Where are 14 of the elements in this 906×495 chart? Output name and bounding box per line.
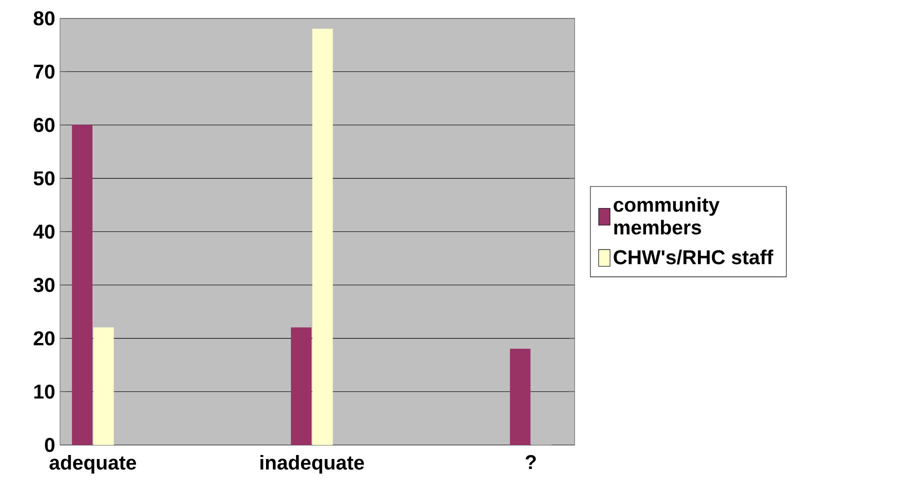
y-tick-label: 60 [34, 118, 54, 132]
x-tick-label: ? [526, 455, 536, 469]
y-tick-label: 30 [34, 278, 54, 292]
y-tick-label: 0 [44, 438, 54, 452]
y-tick-label: 80 [34, 11, 54, 26]
x-tick-label: adequate [50, 455, 136, 474]
y-tick-label: 70 [34, 64, 54, 79]
y-tick-label: 10 [34, 384, 54, 399]
y-tick-label: 40 [33, 224, 54, 239]
y-tick-label: 50 [34, 171, 54, 186]
legend-label: CHW's/RHC staff [614, 250, 774, 265]
y-tick-label: 20 [34, 331, 54, 346]
x-tick-label: inadequate [260, 455, 364, 474]
legend-label: community members [614, 197, 720, 235]
